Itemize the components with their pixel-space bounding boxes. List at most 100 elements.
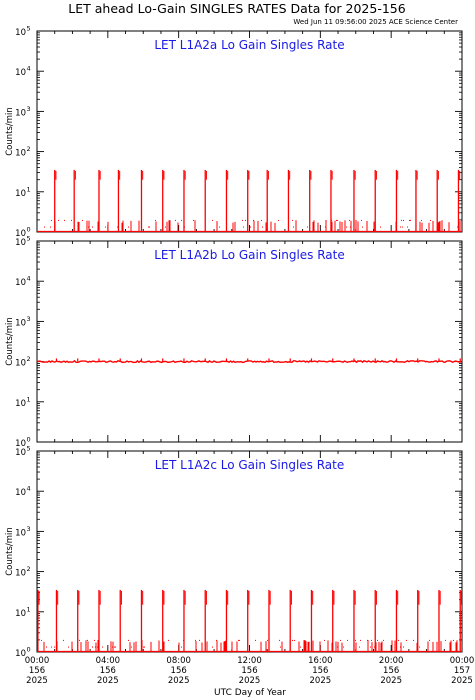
noise-point (238, 639, 239, 641)
panel-title: LET L1A2b Lo Gain Singles Rate (154, 248, 345, 262)
noise-point (401, 219, 402, 221)
noise-point (219, 226, 220, 228)
noise-point (400, 226, 401, 228)
noise-point (128, 639, 129, 641)
y-tick-label: 10 (15, 359, 26, 369)
y-axis-title: Counts/min (5, 317, 15, 366)
x-tick-label: 156 (171, 666, 187, 676)
plot-frame (36, 30, 463, 233)
noise-point (307, 226, 308, 228)
y-tick-label: 10 (15, 488, 26, 498)
x-tick-label: 16:00 (308, 656, 333, 666)
y-tick-label: 10 (15, 399, 26, 409)
y-tick-label: 10 (15, 108, 26, 118)
noise-point (360, 639, 361, 641)
noise-point (410, 219, 411, 221)
noise-point (453, 639, 454, 641)
y-tick-label: 10 (15, 68, 26, 78)
y-tick-exponent: 0 (27, 646, 31, 654)
noise-point (195, 639, 196, 641)
panel-title: LET L1A2a Lo Gain Singles Rate (154, 38, 344, 52)
noise-point (337, 219, 338, 221)
noise-point (199, 639, 200, 641)
noise-point (50, 226, 51, 228)
noise-point (94, 639, 95, 641)
noise-point (413, 639, 414, 641)
noise-point (54, 646, 55, 648)
x-axis-title: UTC Day of Year (214, 688, 286, 698)
y-tick-label: 10 (15, 229, 26, 239)
y-tick-exponent: 5 (27, 445, 31, 453)
noise-point (216, 639, 217, 641)
noise-point (64, 219, 65, 221)
x-tick-label: 156 (383, 666, 399, 676)
noise-point (261, 219, 262, 221)
y-axis-title: Counts/min (5, 527, 15, 576)
series-data (36, 358, 462, 364)
noise-point (155, 219, 156, 221)
noise-point (429, 639, 430, 641)
noise-point (406, 639, 407, 641)
noise-point (371, 639, 372, 641)
noise-point (144, 646, 145, 648)
y-tick-label: 10 (15, 649, 26, 659)
y-tick-label: 10 (15, 238, 26, 248)
y-tick-label: 10 (15, 149, 26, 159)
y-tick-label: 10 (15, 189, 26, 199)
noise-point (362, 226, 363, 228)
y-axis-title: Counts/min (5, 107, 15, 156)
y-tick-exponent: 1 (27, 605, 31, 613)
y-tick-exponent: 4 (27, 485, 31, 493)
noise-point (239, 639, 240, 641)
noise-point (403, 219, 404, 221)
noise-point (409, 219, 410, 221)
y-tick-exponent: 5 (27, 235, 31, 243)
noise-point (79, 639, 80, 641)
noise-point (128, 226, 129, 228)
noise-point (212, 219, 213, 221)
noise-point (370, 646, 371, 648)
y-tick-label: 10 (15, 609, 26, 619)
noise-point (343, 646, 344, 648)
plot-frame (36, 450, 463, 653)
generation-timestamp: Wed Jun 11 09:56:00 2025 ACE Science Cen… (293, 18, 458, 26)
noise-point (168, 639, 169, 641)
y-tick-exponent: 2 (27, 145, 31, 153)
noise-point (58, 219, 59, 221)
y-tick-exponent: 3 (27, 525, 31, 533)
noise-point (102, 646, 103, 648)
noise-point (293, 226, 294, 228)
noise-point (212, 646, 213, 648)
noise-point (419, 646, 420, 648)
noise-point (267, 639, 268, 641)
y-tick-exponent: 0 (27, 226, 31, 234)
x-tick-label: 156 (100, 666, 116, 676)
x-tick-label: 156 (241, 666, 257, 676)
noise-point (105, 226, 106, 228)
y-tick-label: 10 (15, 278, 26, 288)
noise-point (377, 639, 378, 641)
noise-point (430, 219, 431, 221)
noise-point (117, 226, 118, 228)
noise-point (149, 226, 150, 228)
noise-point (243, 226, 244, 228)
x-tick-label: 2025 (97, 676, 119, 686)
x-tick-label: 2025 (26, 676, 48, 686)
noise-point (398, 639, 399, 641)
noise-point (383, 639, 384, 641)
x-axis-labels: 00:00156202504:00156202508:00156202512:0… (25, 656, 475, 686)
y-tick-label: 10 (15, 569, 26, 579)
noise-point (292, 219, 293, 221)
rate-trace (36, 359, 462, 364)
y-tick-exponent: 4 (27, 275, 31, 283)
series-data (37, 589, 462, 653)
noise-point (380, 226, 381, 228)
noise-point (336, 219, 337, 221)
x-tick-label: 20:00 (379, 656, 404, 666)
noise-point (361, 219, 362, 221)
x-tick-label: 2025 (451, 676, 473, 686)
x-tick-label: 2025 (310, 676, 332, 686)
